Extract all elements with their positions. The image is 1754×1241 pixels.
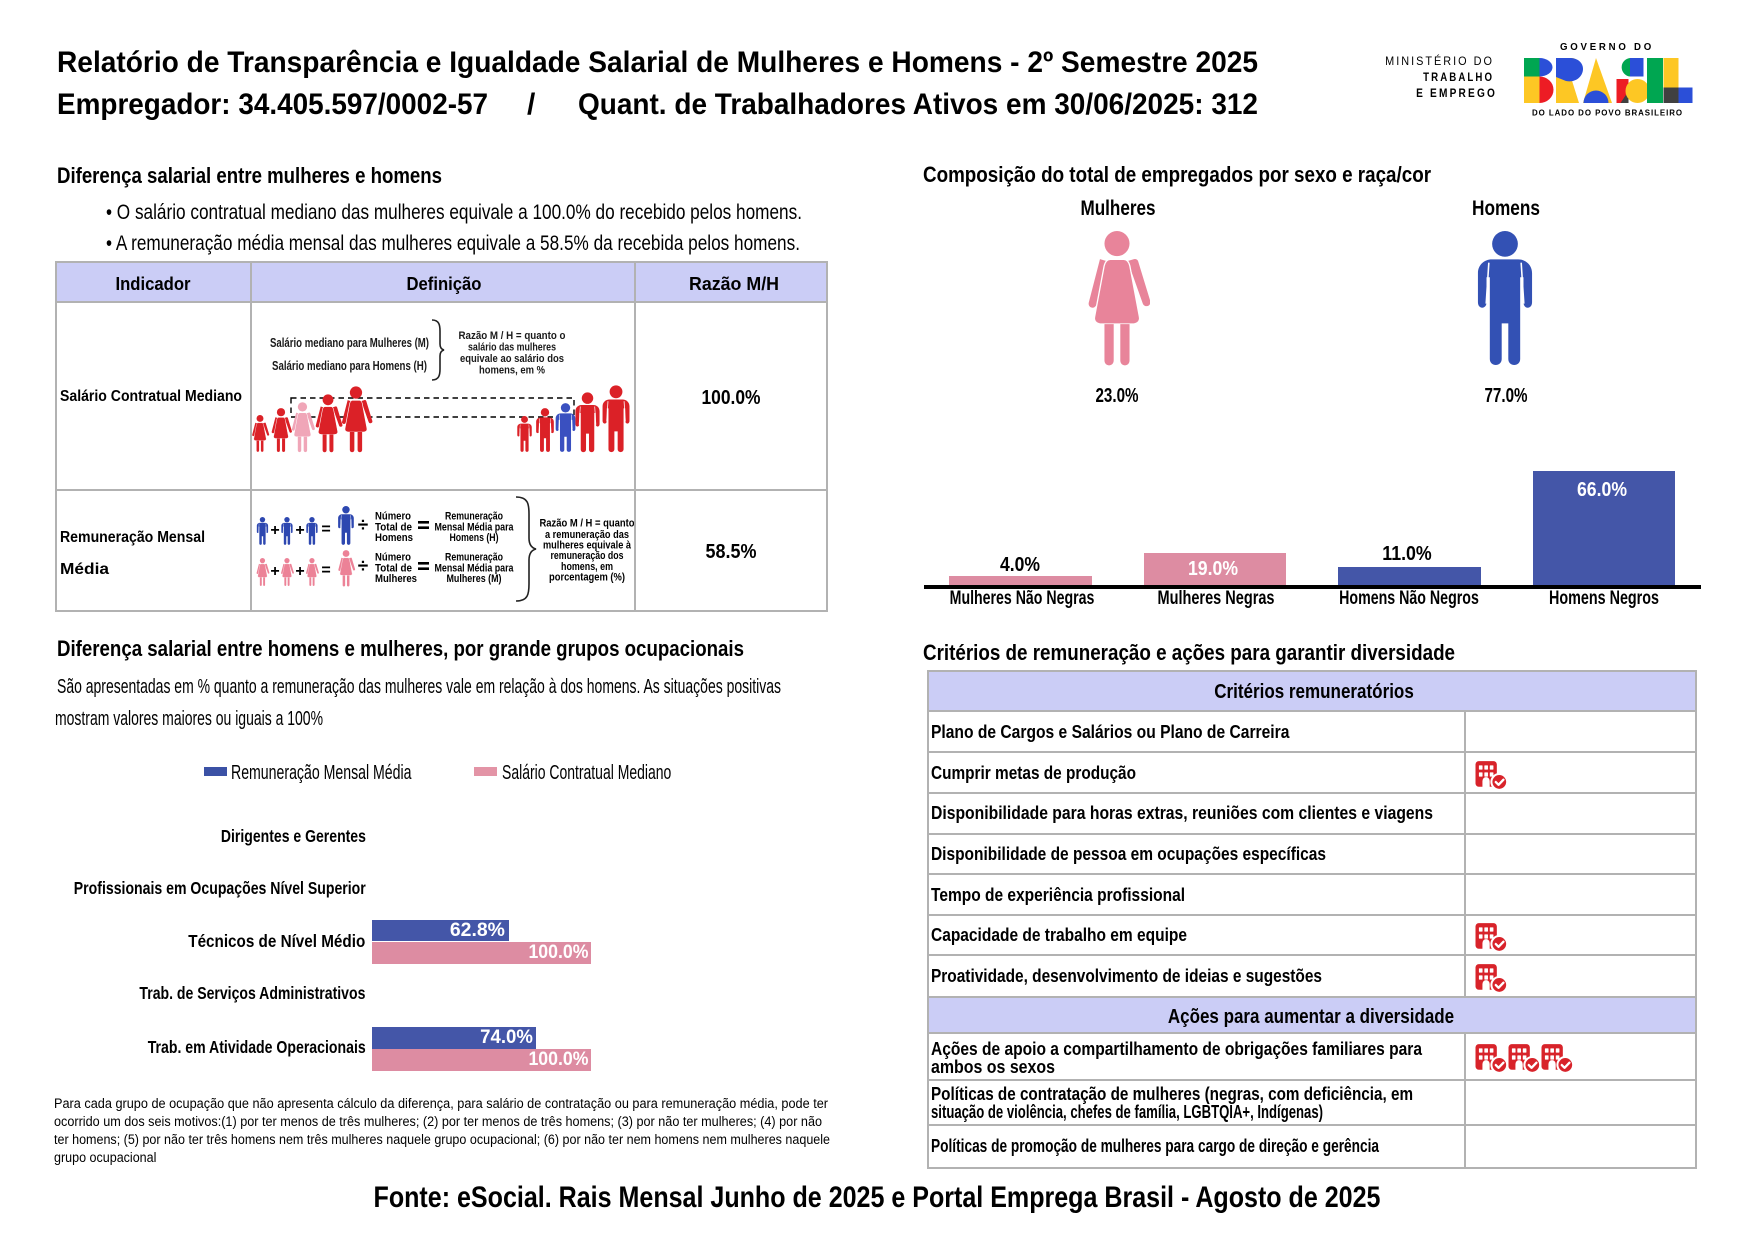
svg-text:equivale ao salário dos: equivale ao salário dos xyxy=(460,353,564,365)
svg-text:homens, em %: homens, em % xyxy=(479,365,545,377)
svg-text:a remuneração das: a remuneração das xyxy=(545,529,629,541)
svg-text:GOVERNO DO: GOVERNO DO xyxy=(1560,41,1654,53)
svg-text:+: + xyxy=(270,563,279,580)
svg-text:+: + xyxy=(295,522,304,539)
svg-text:Total de: Total de xyxy=(375,563,412,575)
svg-text:Número: Número xyxy=(375,552,411,564)
svg-text:Mensal Média para: Mensal Média para xyxy=(435,522,515,534)
svg-text:Salário mediano para Homens (H: Salário mediano para Homens (H) xyxy=(272,358,427,373)
svg-text:Razão M / H = quanto o: Razão M / H = quanto o xyxy=(459,330,566,342)
svg-text:Homens: Homens xyxy=(375,532,413,544)
svg-text:Número: Número xyxy=(375,511,411,523)
svg-text:Homens (H): Homens (H) xyxy=(450,532,499,544)
svg-text:Remuneração: Remuneração xyxy=(445,552,503,564)
svg-text:Remuneração: Remuneração xyxy=(445,511,503,523)
svg-text:+: + xyxy=(295,563,304,580)
svg-text:Mensal Média para: Mensal Média para xyxy=(435,563,515,575)
svg-text:÷: ÷ xyxy=(358,515,368,536)
svg-text:=: = xyxy=(321,562,330,579)
svg-text:Razão M / H = quanto: Razão M / H = quanto xyxy=(540,518,635,530)
svg-text:mulheres equivale à: mulheres equivale à xyxy=(543,540,632,552)
svg-text:DO LADO DO POVO BRASILEIRO: DO LADO DO POVO BRASILEIRO xyxy=(1532,108,1683,118)
svg-text:porcentagem (%): porcentagem (%) xyxy=(549,572,625,584)
svg-text:Mulheres: Mulheres xyxy=(375,573,417,585)
svg-text:Mulheres (M): Mulheres (M) xyxy=(447,573,502,585)
svg-text:+: + xyxy=(270,522,279,539)
svg-text:Total de: Total de xyxy=(375,522,412,534)
svg-text:Salário mediano para Mulheres: Salário mediano para Mulheres (M) xyxy=(270,335,429,350)
svg-text:÷: ÷ xyxy=(358,556,368,577)
svg-text:remuneração dos: remuneração dos xyxy=(551,550,624,562)
svg-text:=: = xyxy=(321,521,330,538)
svg-text:homens, em: homens, em xyxy=(561,561,613,573)
svg-text:salário das mulheres: salário das mulheres xyxy=(468,342,556,354)
